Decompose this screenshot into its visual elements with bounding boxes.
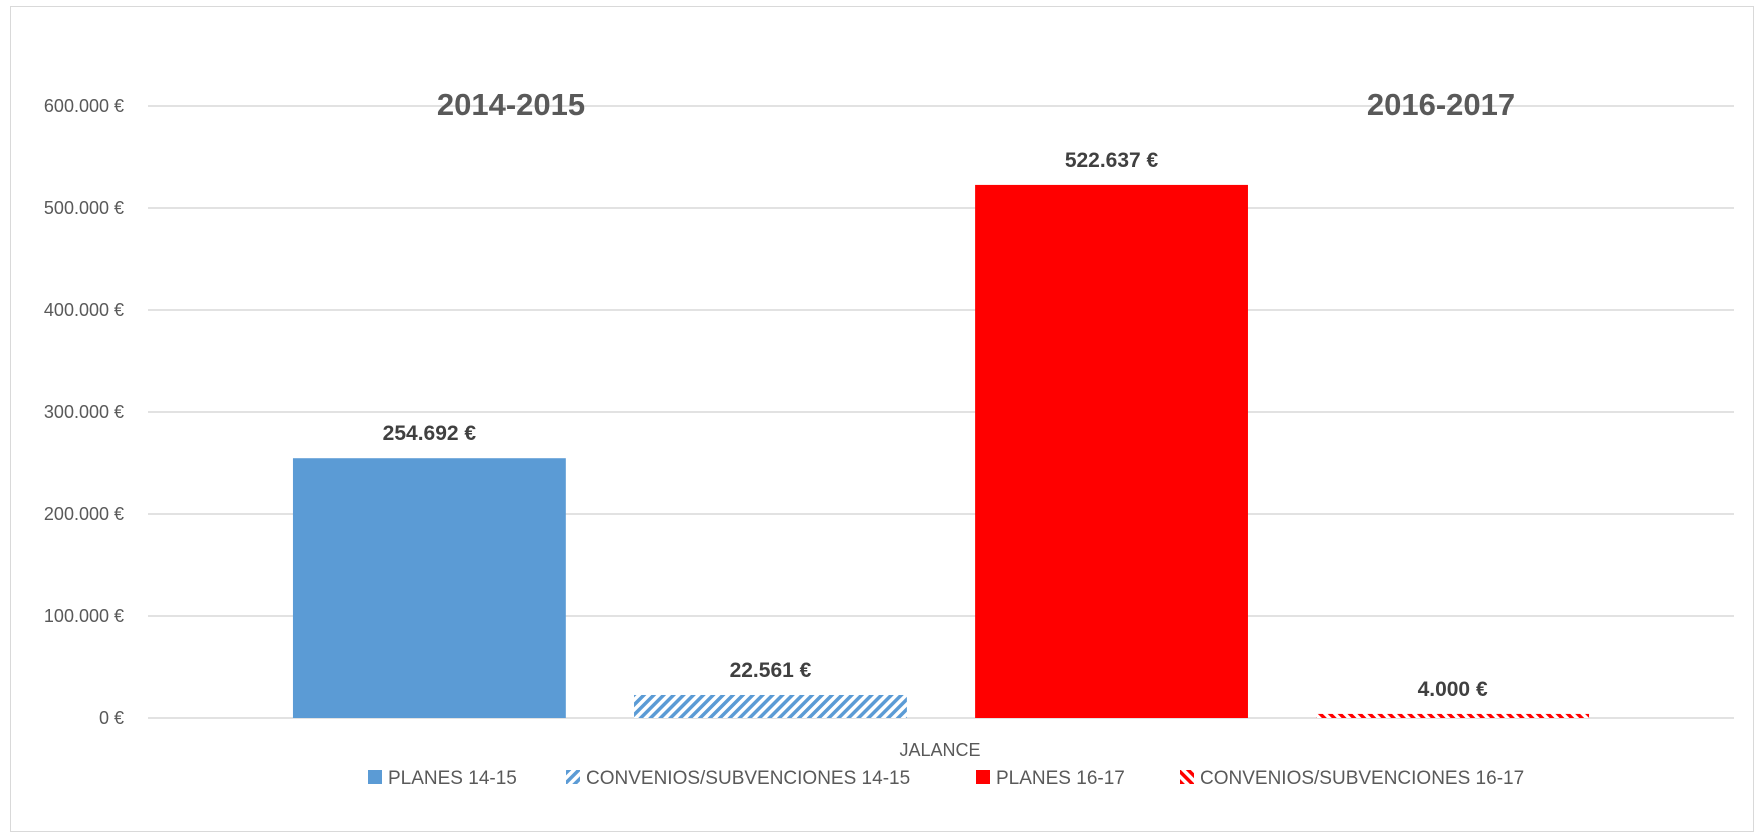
y-tick-label: 200.000 € [44,504,124,524]
data-label: 254.692 € [383,422,477,445]
legend-swatch [976,770,990,784]
legend-swatch [368,770,382,784]
y-tick-label: 300.000 € [44,402,124,422]
period-label-2016-2017: 2016-2017 [1367,87,1515,122]
data-label: 4.000 € [1418,678,1488,701]
data-label: 522.637 € [1065,149,1159,172]
bar-4 [1316,713,1590,718]
legend-swatch [1180,770,1194,784]
y-tick-label: 500.000 € [44,198,124,218]
legend-label: PLANES 16-17 [996,768,1125,789]
bar-3 [975,184,1248,718]
data-labels: 254.692 € 22.561 € 522.637 € 4.000 € [383,149,1488,701]
legend-label: PLANES 14-15 [388,768,517,789]
y-axis-tick-labels: 0 € 100.000 € 200.000 € 300.000 € 400.000 € 5… [44,96,124,728]
data-label: 22.561 € [730,659,812,682]
bar-1 [292,458,566,718]
y-tick-label: 600.000 € [44,96,124,116]
legend: PLANES 14-15 CONVENIOS/SUBVENCIONES 14-15… [368,768,1524,789]
y-tick-label: 100.000 € [44,606,124,626]
legend-label: CONVENIOS/SUBVENCIONES 16-17 [1200,768,1524,789]
y-tick-label: 400.000 € [44,300,124,320]
legend-label: CONVENIOS/SUBVENCIONES 14-15 [586,768,910,789]
bars [292,184,1590,718]
bar-2 [634,694,907,718]
y-tick-label: 0 € [99,708,124,728]
category-label-jalance: JALANCE [899,740,980,760]
legend-swatch [566,770,580,784]
period-label-2014-2015: 2014-2015 [437,87,585,122]
